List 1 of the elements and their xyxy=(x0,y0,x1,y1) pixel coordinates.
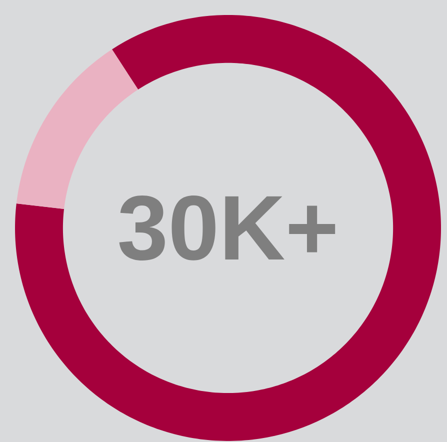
text: 30K+ xyxy=(119,195,336,260)
